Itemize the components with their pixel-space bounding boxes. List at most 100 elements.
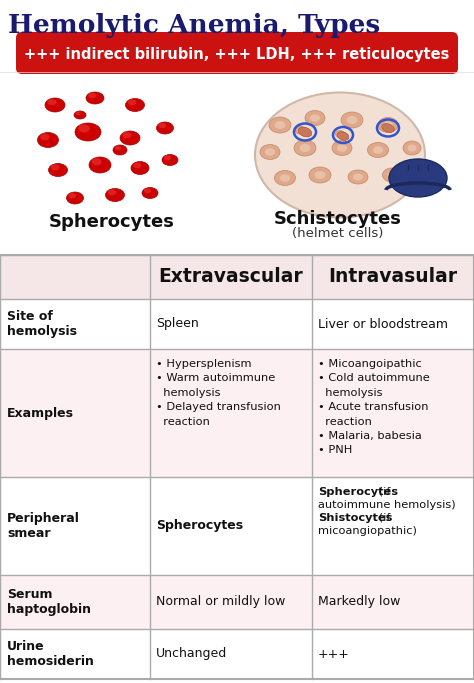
Ellipse shape — [133, 163, 141, 168]
Bar — [0, 477, 474, 575]
Ellipse shape — [78, 124, 90, 133]
Text: Hemolytic Anemia, Types: Hemolytic Anemia, Types — [8, 14, 380, 38]
Text: Spherocytes: Spherocytes — [156, 520, 243, 533]
Ellipse shape — [310, 114, 320, 122]
FancyBboxPatch shape — [0, 255, 474, 299]
Ellipse shape — [75, 123, 101, 141]
Ellipse shape — [51, 165, 59, 170]
Ellipse shape — [69, 193, 76, 198]
Text: (if: (if — [375, 487, 391, 497]
Ellipse shape — [92, 158, 101, 165]
Ellipse shape — [295, 126, 305, 134]
Text: Peripheral
smear: Peripheral smear — [7, 512, 80, 540]
Ellipse shape — [387, 171, 397, 178]
Bar — [0, 349, 474, 477]
Text: Site of
hemolysis: Site of hemolysis — [7, 310, 77, 338]
Ellipse shape — [113, 145, 127, 155]
Ellipse shape — [383, 168, 401, 182]
Text: (if: (if — [375, 513, 391, 523]
Ellipse shape — [131, 161, 149, 174]
Ellipse shape — [144, 189, 151, 193]
Ellipse shape — [265, 148, 275, 156]
Ellipse shape — [45, 98, 65, 112]
Text: Examples: Examples — [7, 406, 74, 419]
Text: Schistocytes: Schistocytes — [274, 210, 402, 228]
Ellipse shape — [126, 98, 145, 111]
Text: Spleen: Spleen — [156, 318, 199, 331]
Text: • Micoangoipathic
• Cold autoimmune
  hemolysis
• Acute transfusion
  reaction
•: • Micoangoipathic • Cold autoimmune hemo… — [318, 359, 430, 456]
Ellipse shape — [348, 170, 368, 184]
Ellipse shape — [255, 92, 425, 217]
Ellipse shape — [75, 111, 81, 115]
Ellipse shape — [408, 145, 417, 152]
Ellipse shape — [373, 146, 383, 154]
Ellipse shape — [115, 145, 121, 150]
Bar — [0, 629, 474, 679]
Ellipse shape — [40, 134, 50, 141]
Ellipse shape — [106, 189, 125, 201]
Text: Markedly low: Markedly low — [318, 596, 401, 609]
Ellipse shape — [315, 171, 326, 179]
Text: Urine
hemosiderin: Urine hemosiderin — [7, 640, 94, 668]
Ellipse shape — [309, 167, 331, 183]
Ellipse shape — [66, 192, 83, 204]
Ellipse shape — [389, 159, 447, 197]
Ellipse shape — [108, 189, 117, 195]
Ellipse shape — [403, 141, 421, 155]
Text: (helmet cells): (helmet cells) — [292, 227, 383, 240]
Ellipse shape — [274, 121, 285, 129]
Text: +++ indirect bilirubin, +++ LDH, +++ reticulocytes: +++ indirect bilirubin, +++ LDH, +++ ret… — [24, 46, 450, 61]
Ellipse shape — [298, 127, 312, 137]
Ellipse shape — [88, 93, 96, 98]
Ellipse shape — [294, 140, 316, 156]
Bar — [0, 575, 474, 629]
Ellipse shape — [260, 145, 280, 160]
Text: autoimmune hemolysis): autoimmune hemolysis) — [318, 500, 456, 510]
Ellipse shape — [164, 155, 171, 161]
Ellipse shape — [142, 188, 158, 199]
Ellipse shape — [341, 112, 363, 128]
Ellipse shape — [337, 132, 349, 140]
Text: Serum
haptoglobin: Serum haptoglobin — [7, 588, 91, 616]
Text: Unchanged: Unchanged — [156, 647, 227, 660]
Ellipse shape — [274, 171, 295, 186]
Bar — [0, 255, 474, 679]
Ellipse shape — [74, 111, 86, 119]
Ellipse shape — [280, 174, 290, 182]
Ellipse shape — [89, 157, 111, 173]
Ellipse shape — [332, 141, 352, 156]
Ellipse shape — [337, 144, 347, 152]
Ellipse shape — [367, 143, 389, 158]
Text: • Hypersplenism
• Warm autoimmune
  hemolysis
• Delayed transfusion
  reaction: • Hypersplenism • Warm autoimmune hemoly… — [156, 359, 281, 427]
Ellipse shape — [305, 111, 325, 126]
Text: micoangiopathic): micoangiopathic) — [318, 526, 417, 536]
Ellipse shape — [382, 124, 394, 133]
Text: Spherocytes: Spherocytes — [49, 213, 175, 231]
Ellipse shape — [298, 128, 302, 132]
Ellipse shape — [378, 117, 398, 133]
Text: Shistocytes: Shistocytes — [318, 513, 392, 523]
Text: Liver or bloodstream: Liver or bloodstream — [318, 318, 448, 331]
Ellipse shape — [37, 133, 58, 148]
Ellipse shape — [122, 132, 131, 139]
Text: Normal or mildly low: Normal or mildly low — [156, 596, 285, 609]
FancyBboxPatch shape — [16, 32, 458, 74]
Ellipse shape — [353, 173, 363, 180]
Ellipse shape — [48, 163, 67, 176]
Ellipse shape — [269, 117, 291, 133]
Ellipse shape — [86, 92, 104, 104]
Ellipse shape — [156, 122, 173, 134]
Ellipse shape — [128, 100, 137, 105]
Ellipse shape — [300, 144, 310, 152]
Text: Extravascular: Extravascular — [159, 268, 303, 286]
Ellipse shape — [120, 131, 140, 145]
Ellipse shape — [383, 122, 393, 129]
Ellipse shape — [159, 123, 166, 128]
Ellipse shape — [336, 130, 345, 137]
Ellipse shape — [47, 99, 56, 105]
Ellipse shape — [346, 116, 357, 124]
Bar — [0, 299, 474, 349]
Ellipse shape — [162, 154, 178, 165]
Ellipse shape — [338, 133, 342, 136]
Text: Intravasular: Intravasular — [328, 268, 457, 286]
